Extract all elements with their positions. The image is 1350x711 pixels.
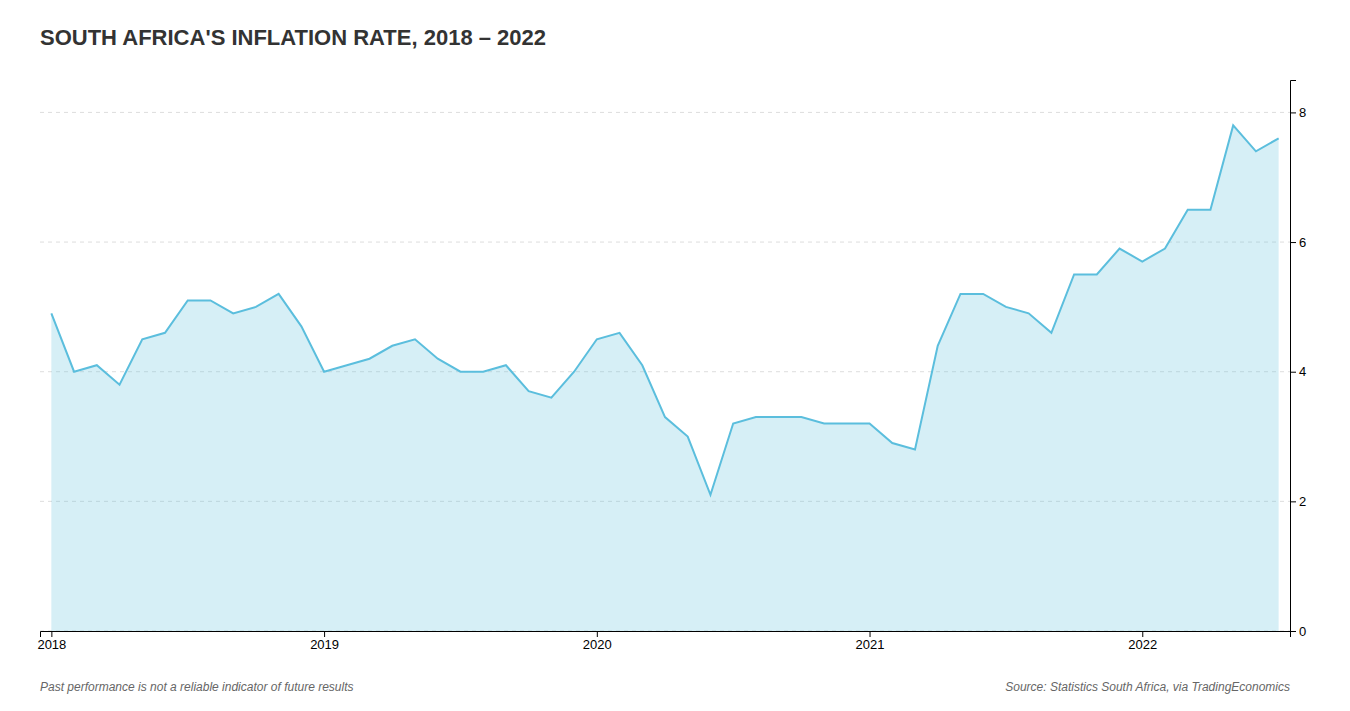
- x-tick: 2018: [37, 631, 66, 652]
- x-tick: 2019: [310, 631, 339, 652]
- y-tick-mark: [1290, 112, 1296, 113]
- y-tick: 4: [1290, 364, 1306, 379]
- x-tick-label: 2019: [310, 637, 339, 652]
- source: Source: Statistics South Africa, via Tra…: [1005, 680, 1290, 694]
- x-tick: 2020: [583, 631, 612, 652]
- x-axis-line: [41, 632, 1291, 638]
- marks: [51, 125, 1278, 631]
- area: [51, 125, 1278, 631]
- y-axis: 0 2 4 6 8: [1290, 81, 1306, 639]
- x-tick-label: 2018: [37, 637, 66, 652]
- y-tick: 0: [1290, 624, 1306, 639]
- footer: Past performance is not a reliable indic…: [40, 680, 354, 694]
- y-tick-label: 6: [1299, 235, 1306, 250]
- y-tick-label: 2: [1299, 494, 1306, 509]
- y-tick-mark: [1290, 242, 1296, 243]
- grid-line: [40, 112, 1290, 113]
- y-tick: 8: [1290, 105, 1306, 120]
- y-tick-mark: [1290, 372, 1296, 373]
- x-tick-mark: [1142, 631, 1143, 637]
- x-tick-mark: [51, 631, 52, 637]
- y-tick-label: 4: [1299, 364, 1306, 379]
- line: [51, 125, 1278, 494]
- grid-line: [40, 242, 1290, 243]
- plot: 2018 2019 2020 2021 2022 0 2 4 6 8: [37, 81, 1306, 653]
- chart: 2018 2019 2020 2021 2022 0 2 4 6 8 SOUTH AFRICA'S …: [0, 0, 1350, 711]
- y-tick: 6: [1290, 235, 1306, 250]
- grid: [40, 112, 1290, 631]
- x-axis: 2018 2019 2020 2021 2022: [37, 631, 1290, 652]
- x-tick-label: 2020: [583, 637, 612, 652]
- x-tick-label: 2021: [856, 637, 885, 652]
- y-tick-mark: [1290, 631, 1296, 632]
- x-tick: 2021: [856, 631, 885, 652]
- y-tick-mark: [1290, 501, 1296, 502]
- x-tick-label: 2022: [1128, 637, 1157, 652]
- y-tick: 2: [1290, 494, 1306, 509]
- x-tick-mark: [870, 631, 871, 637]
- x-tick-mark: [597, 631, 598, 637]
- x-tick: 2022: [1128, 631, 1157, 652]
- title: SOUTH AFRICA'S INFLATION RATE, 2018 – 20…: [40, 25, 546, 50]
- x-tick-mark: [324, 631, 325, 637]
- y-axis-line: [1291, 81, 1297, 632]
- y-tick-label: 8: [1299, 105, 1306, 120]
- y-tick-label: 0: [1299, 624, 1306, 639]
